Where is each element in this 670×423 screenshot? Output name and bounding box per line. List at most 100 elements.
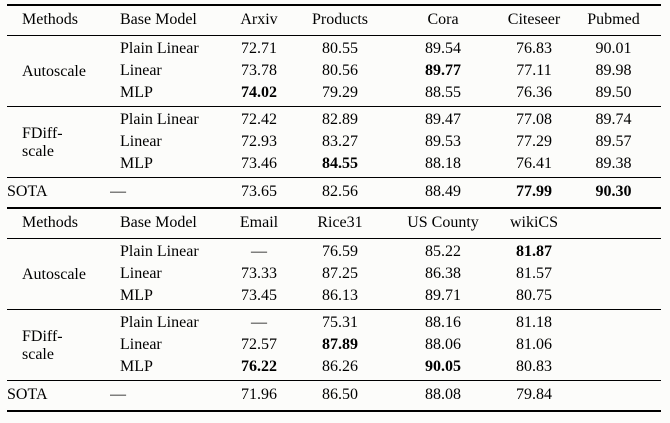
value-cell: 71.96	[241, 386, 277, 403]
header-row: Methods Base Model Arxiv Products Cora Citese…	[7, 5, 661, 36]
method-cell: FDiff-scale	[7, 107, 110, 178]
results-table-2: Methods Base Model Email Rice31 US County wik…	[7, 209, 661, 412]
value-cell: 89.98	[595, 62, 632, 79]
value-cell: 89.74	[595, 111, 632, 128]
value-cell: 88.49	[425, 183, 461, 200]
column-header: Rice31	[317, 214, 363, 231]
column-header: Pubmed	[587, 11, 640, 28]
value-cell: 86.13	[322, 287, 358, 304]
column-header: Base Model	[120, 214, 197, 231]
base-model-cell: —	[110, 183, 126, 200]
method-group: Autoscale Plain Linear 72.71 80.55 89.54 76.8…	[7, 36, 661, 107]
value-cell: 76.22	[241, 358, 277, 375]
sota-row: SOTA — 71.96 86.50 88.08 79.84	[7, 381, 661, 412]
value-cell: 79.84	[516, 386, 552, 403]
value-cell: 88.55	[425, 84, 461, 101]
value-cell: 80.75	[516, 287, 552, 304]
column-header: wikiCS	[509, 214, 558, 231]
base-model-cell: MLP	[120, 155, 153, 172]
base-model-cell: MLP	[120, 84, 153, 101]
value-cell: 86.38	[425, 265, 461, 282]
method-label: scale	[22, 346, 54, 363]
value-cell: 72.57	[241, 336, 277, 353]
value-cell: 89.57	[595, 133, 632, 150]
value-cell: 90.05	[425, 358, 461, 375]
value-cell: 72.71	[241, 40, 277, 57]
table-row: MLP 73.46 84.55 88.18 76.41 89.38	[7, 153, 661, 178]
value-cell: 82.56	[322, 183, 358, 200]
value-cell: 88.16	[425, 314, 461, 331]
column-header: Methods	[22, 214, 78, 231]
column-header: Email	[239, 214, 279, 231]
column-header: Arxiv	[240, 11, 278, 28]
value-cell: 87.25	[322, 265, 358, 282]
value-cell: 73.45	[241, 287, 277, 304]
value-cell: 77.08	[516, 111, 552, 128]
column-header	[566, 209, 661, 239]
value-cell: 76.41	[516, 155, 552, 172]
value-cell	[566, 310, 661, 335]
base-model-cell: Plain Linear	[120, 111, 199, 128]
column-header: Methods	[22, 11, 78, 28]
base-model-cell: Linear	[120, 133, 162, 150]
base-model-cell: MLP	[120, 287, 153, 304]
table-row: Linear 73.33 87.25 86.38 81.57	[7, 263, 661, 285]
header-row: Methods Base Model Email Rice31 US County wik…	[7, 209, 661, 239]
value-cell: 80.55	[322, 40, 358, 57]
value-cell: 80.83	[516, 358, 552, 375]
value-cell: 86.26	[322, 358, 358, 375]
value-cell: 80.56	[322, 62, 358, 79]
method-group: Autoscale Plain Linear — 76.59 85.22 81.87 Lin…	[7, 239, 661, 310]
value-cell: 76.83	[516, 40, 552, 57]
tables-container: Methods Base Model Arxiv Products Cora Citese…	[7, 4, 670, 412]
value-cell: 74.02	[241, 84, 277, 101]
column-header: Products	[312, 11, 368, 28]
base-model-cell: Linear	[120, 336, 162, 353]
sota-row: SOTA — 73.65 82.56 88.49 77.99 90.30	[7, 178, 661, 209]
base-model-cell: Plain Linear	[120, 243, 199, 260]
column-header: US County	[407, 214, 479, 231]
table-row: FDiff-scale Plain Linear 72.42 82.89 89.47 77…	[7, 107, 661, 160]
table-row: Linear 72.93 83.27 89.53 77.29 89.57	[7, 131, 661, 153]
value-cell: 89.71	[425, 287, 461, 304]
base-model-cell: Plain Linear	[120, 314, 199, 331]
value-cell: 90.30	[595, 183, 632, 200]
column-header: Base Model	[120, 11, 197, 28]
method-label: FDiff-	[22, 125, 63, 142]
value-cell: 81.06	[516, 336, 552, 353]
value-cell: 73.33	[241, 265, 277, 282]
value-cell: 89.47	[425, 111, 461, 128]
value-cell: 77.11	[516, 62, 552, 79]
method-label: scale	[22, 143, 54, 160]
value-cell: 72.93	[241, 133, 277, 150]
value-cell: 72.42	[241, 111, 277, 128]
value-cell: 89.50	[595, 84, 632, 101]
table-row: MLP 74.02 79.29 88.55 76.36 89.50	[7, 82, 661, 107]
method-cell: SOTA	[7, 183, 48, 200]
method-label: FDiff-	[22, 328, 63, 345]
value-cell: 76.36	[516, 84, 552, 101]
value-cell: —	[251, 314, 267, 331]
base-model-cell: Linear	[120, 265, 162, 282]
sota-section: SOTA — 73.65 82.56 88.49 77.99 90.30	[7, 178, 661, 209]
value-cell: 84.55	[322, 155, 358, 172]
value-cell: 89.53	[425, 133, 461, 150]
value-cell: 83.27	[322, 133, 358, 150]
value-cell	[566, 356, 661, 381]
sota-section: SOTA — 71.96 86.50 88.08 79.84	[7, 381, 661, 412]
value-cell: 77.99	[516, 183, 552, 200]
value-cell	[566, 334, 661, 356]
value-cell: 77.29	[516, 133, 552, 150]
column-header: Cora	[427, 11, 459, 28]
value-cell: 81.87	[516, 243, 552, 260]
value-cell: 89.54	[425, 40, 461, 57]
base-model-cell: MLP	[120, 358, 153, 375]
table-row: MLP 73.45 86.13 89.71 80.75	[7, 285, 661, 310]
value-cell: 75.31	[322, 314, 358, 331]
value-cell: 89.77	[425, 62, 461, 79]
table-row: Linear 72.57 87.89 88.06 81.06	[7, 334, 661, 356]
value-cell: 88.18	[425, 155, 461, 172]
value-cell: 89.38	[595, 155, 632, 172]
method-group: FDiff-scale Plain Linear 72.42 82.89 89.47 77…	[7, 107, 661, 178]
